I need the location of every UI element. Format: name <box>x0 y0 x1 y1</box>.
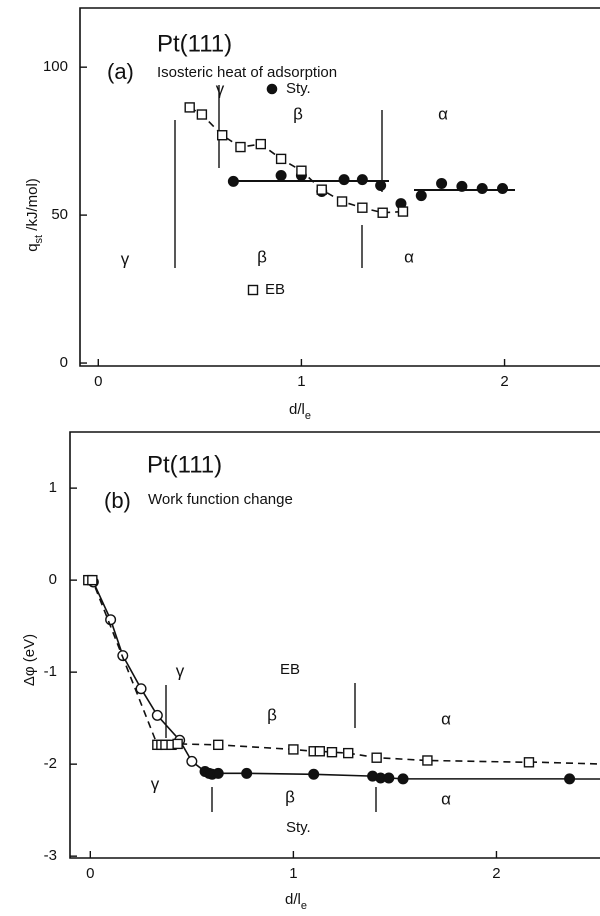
y-axis-label: qst /kJ/mol) <box>24 178 45 252</box>
data-point <box>343 747 354 759</box>
data-point <box>235 141 246 153</box>
x-tick-label: 1 <box>289 865 297 882</box>
panel-label: (b) <box>104 488 131 513</box>
y-tick-label: -3 <box>44 847 57 864</box>
legend-marker <box>266 83 278 95</box>
data-point <box>227 175 239 187</box>
data-point <box>135 683 147 695</box>
y-tick-label: 100 <box>43 58 68 75</box>
data-point <box>196 109 208 120</box>
region-lines <box>165 85 600 812</box>
axis-frame <box>79 7 600 367</box>
label-part: e <box>305 410 311 422</box>
region-label: α <box>441 789 451 808</box>
y-tick-label: 0 <box>49 571 57 588</box>
x-tick-label: 0 <box>94 373 102 390</box>
data-point <box>296 165 307 176</box>
x-axis-label: d/le <box>285 891 307 912</box>
region-label: β <box>293 104 303 123</box>
data-point <box>87 574 98 586</box>
chart-title: Pt(111) <box>147 451 222 478</box>
region-label: α <box>404 247 414 266</box>
data-point <box>476 182 488 194</box>
data-point <box>377 207 388 218</box>
data-point <box>184 102 195 113</box>
data-point <box>523 757 535 768</box>
x-tick-label: 0 <box>86 865 94 882</box>
data-point <box>316 184 327 195</box>
x-tick-label: 1 <box>297 373 305 390</box>
data-point <box>172 738 183 750</box>
data-point <box>216 130 228 141</box>
label-part: d/l <box>289 401 305 418</box>
data-point <box>397 773 409 785</box>
data-point <box>275 153 287 165</box>
region-label: β <box>267 705 277 724</box>
data-point <box>105 614 117 626</box>
data-point <box>255 138 266 150</box>
data-point <box>314 746 325 757</box>
region-label: γ <box>176 661 185 680</box>
data-point <box>415 190 427 202</box>
region-label: γ <box>121 249 130 268</box>
subtitle: Work function change <box>148 491 293 508</box>
chart-title: Pt(111) <box>157 30 232 57</box>
data-point <box>308 768 320 780</box>
data-point <box>456 180 468 192</box>
region-label: γ <box>216 79 225 98</box>
data-point <box>326 746 338 758</box>
label-part: st <box>33 235 45 244</box>
x-tick-label: 2 <box>500 373 508 390</box>
label-part: d/l <box>285 891 301 908</box>
subtitle: Isosteric heat of adsorption <box>157 64 337 81</box>
region-label: α <box>441 709 451 728</box>
data-point <box>356 174 368 186</box>
series-name: EB <box>280 661 300 678</box>
label-part: q <box>24 243 41 251</box>
data-point <box>186 755 198 767</box>
region-label: β <box>285 787 295 806</box>
x-tick-label: 2 <box>492 865 500 882</box>
axis-frame <box>69 431 600 859</box>
data-point <box>564 773 576 785</box>
y-tick-label: -2 <box>44 755 57 772</box>
data-point <box>436 177 448 189</box>
data-point <box>422 755 433 766</box>
region-label: γ <box>151 774 160 793</box>
data-point <box>371 752 382 763</box>
series-name: EB <box>265 281 285 298</box>
y-tick-label: 50 <box>51 206 68 223</box>
y-tick-label: -1 <box>44 663 57 680</box>
data-point <box>151 709 163 721</box>
data-point <box>213 739 224 751</box>
data-point <box>241 767 253 779</box>
series-name: Sty. <box>286 819 311 836</box>
data-point <box>336 196 348 207</box>
data-point <box>383 772 395 784</box>
data-point <box>275 169 287 181</box>
data-point <box>375 180 387 192</box>
y-tick-label: 0 <box>60 354 68 371</box>
label-part: e <box>301 900 307 912</box>
y-tick-label: 1 <box>49 479 57 496</box>
region-label: α <box>438 104 448 123</box>
data-point <box>397 206 409 217</box>
legend-marker <box>247 284 259 296</box>
label-part: /kJ/mol) <box>24 178 41 235</box>
data-point <box>212 767 224 779</box>
region-label: β <box>257 247 267 266</box>
data-point <box>338 174 350 186</box>
series-name: Sty. <box>286 80 311 97</box>
x-axis-label: d/le <box>289 401 311 422</box>
data-point <box>288 744 299 755</box>
line-extension <box>529 761 600 765</box>
panel-label: (a) <box>107 59 134 84</box>
series-line <box>88 579 529 764</box>
data-point <box>357 202 368 213</box>
y-axis-label: Δφ (eV) <box>21 634 38 686</box>
data-point <box>497 182 509 194</box>
